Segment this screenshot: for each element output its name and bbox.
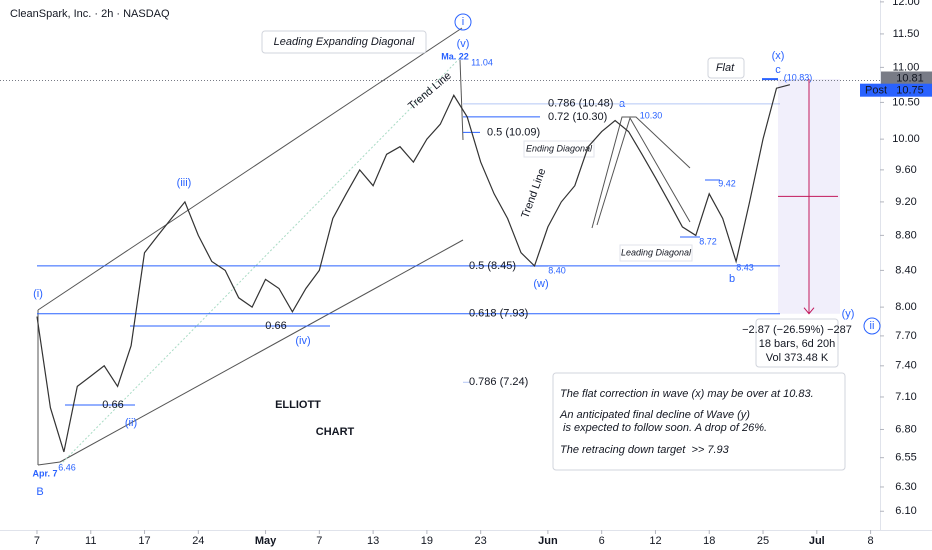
x-tick-label: 19 [421,535,433,547]
title: CleanSpark, Inc. · 2h · NASDAQ [10,8,170,20]
y-tick-label: 6.80 [895,423,916,435]
annotation: 8.43 [736,262,754,272]
x-tick-label: 11 [85,535,96,547]
y-tick-label: 8.80 [895,229,916,241]
annotation: Leading Diagonal [621,247,692,257]
level-label: 0.5 (8.45) [469,260,516,272]
measure-label: 18 bars, 6d 20h [759,338,835,350]
price-tag [860,83,932,97]
arrow-head [803,307,815,315]
x-tick-label: 8 [868,535,874,547]
annotation: 9.42 [718,178,736,188]
price-tag-label: 10.81 [896,72,924,84]
x-tick-label: 23 [475,535,487,547]
note: is expected to follow soon. A drop of 26… [560,422,767,434]
wave-label: B [36,486,43,498]
wave-circle [863,317,881,335]
y-tick-label: 7.70 [895,330,916,342]
measure-box [755,318,839,368]
y-tick-label: 8.40 [895,264,916,276]
level-label: 0.786 (7.24) [469,376,528,388]
wave-label: ii [870,320,875,332]
wave-label: (w) [533,278,548,290]
watermark: ELLIOTT [275,399,321,411]
y-tick-label: 8.00 [895,301,916,313]
level-label: 0.5 (10.09) [487,126,540,138]
y-tick-label: 10.50 [892,96,920,108]
y-tick-label: 7.10 [895,391,916,403]
annotation: 10.30 [640,110,663,120]
price-line [36,84,791,453]
x-tick-label: 7 [316,535,322,547]
price-tag-name: Post [865,85,887,97]
y-tick-label: 12.00 [892,0,920,8]
x-tick-label: 25 [757,535,769,547]
measure-label: −2.87 (−26.59%) −287 [742,324,852,336]
annotation: 11.04 [471,57,493,67]
watermark: CHART [316,426,355,438]
x-tick-label: Jun [538,535,558,547]
note: The retracing down target >> 7.93 [560,444,730,456]
y-tick-label: 11.00 [893,61,920,73]
x-tick-label: 13 [367,535,379,547]
wave-label: i [462,16,464,28]
x-tick-label: 17 [138,535,150,547]
y-tick-label: 6.55 [895,452,916,464]
y-tick-label: 6.10 [895,505,916,517]
wave-label: (iii) [177,177,192,189]
annotation: Ending Diagonal [526,143,593,153]
annotation: Leading Expanding Diagonal [274,36,415,48]
x-tick-label: 18 [703,535,715,547]
note-box [552,372,846,471]
y-tick-label: 9.60 [895,164,916,176]
annotation: Apr. 7 [32,468,57,478]
note: An anticipated final decline of Wave (y) [559,409,750,421]
y-tick-label: 6.30 [895,481,916,493]
wave-lines [37,27,691,466]
y-tick-label: 10.00 [892,133,920,145]
annotation: 6.46 [58,462,76,472]
measure-label: Vol 373.48 K [766,352,829,364]
x-tick-label: May [255,535,277,547]
x-tick-label: Jul [809,535,825,547]
level-label: 0.786 (10.48) [548,98,613,110]
x-tick-label: 7 [34,535,40,547]
level-label: 0.72 (10.30) [548,111,607,123]
annotation: 8.72 [699,236,717,246]
annotation: Ma. 22 [441,51,469,61]
price-tag-label: 10.75 [896,85,924,97]
annotation: 0.66 [265,320,286,332]
wave-label: (iv) [295,335,310,347]
price-tag [881,71,932,85]
x-tick-label: 12 [649,535,661,547]
wave-label: c [775,64,781,76]
x-tick-label: 24 [192,535,204,547]
note: The flat correction in wave (x) may be o… [560,388,814,400]
wave-label: (x) [772,50,785,62]
wave-label: (i) [33,288,43,300]
y-tick-label: 7.40 [895,360,916,372]
annotation-box [707,57,745,79]
wave-label: (ii) [125,417,137,429]
y-tick-label: 9.20 [895,196,916,208]
annotation: Trend Line [406,70,454,113]
annotation: 0.66 [102,399,123,411]
wave-label: b [729,273,735,285]
wave-label: (y) [842,308,855,320]
annotation: (10.83) [784,72,813,82]
wave-label: (v) [457,38,470,50]
annotation: Flat [716,62,735,74]
annotation-box [619,244,693,262]
annotation-box [523,140,595,158]
annotation-box [261,30,427,54]
y-tick-label: 11.50 [893,28,920,40]
wave-circle [454,13,472,31]
level-label: 0.618 (7.93) [469,308,528,320]
x-tick-label: 6 [599,535,605,547]
annotation: Trend Line [519,167,548,220]
annotation: 8.40 [548,265,566,275]
